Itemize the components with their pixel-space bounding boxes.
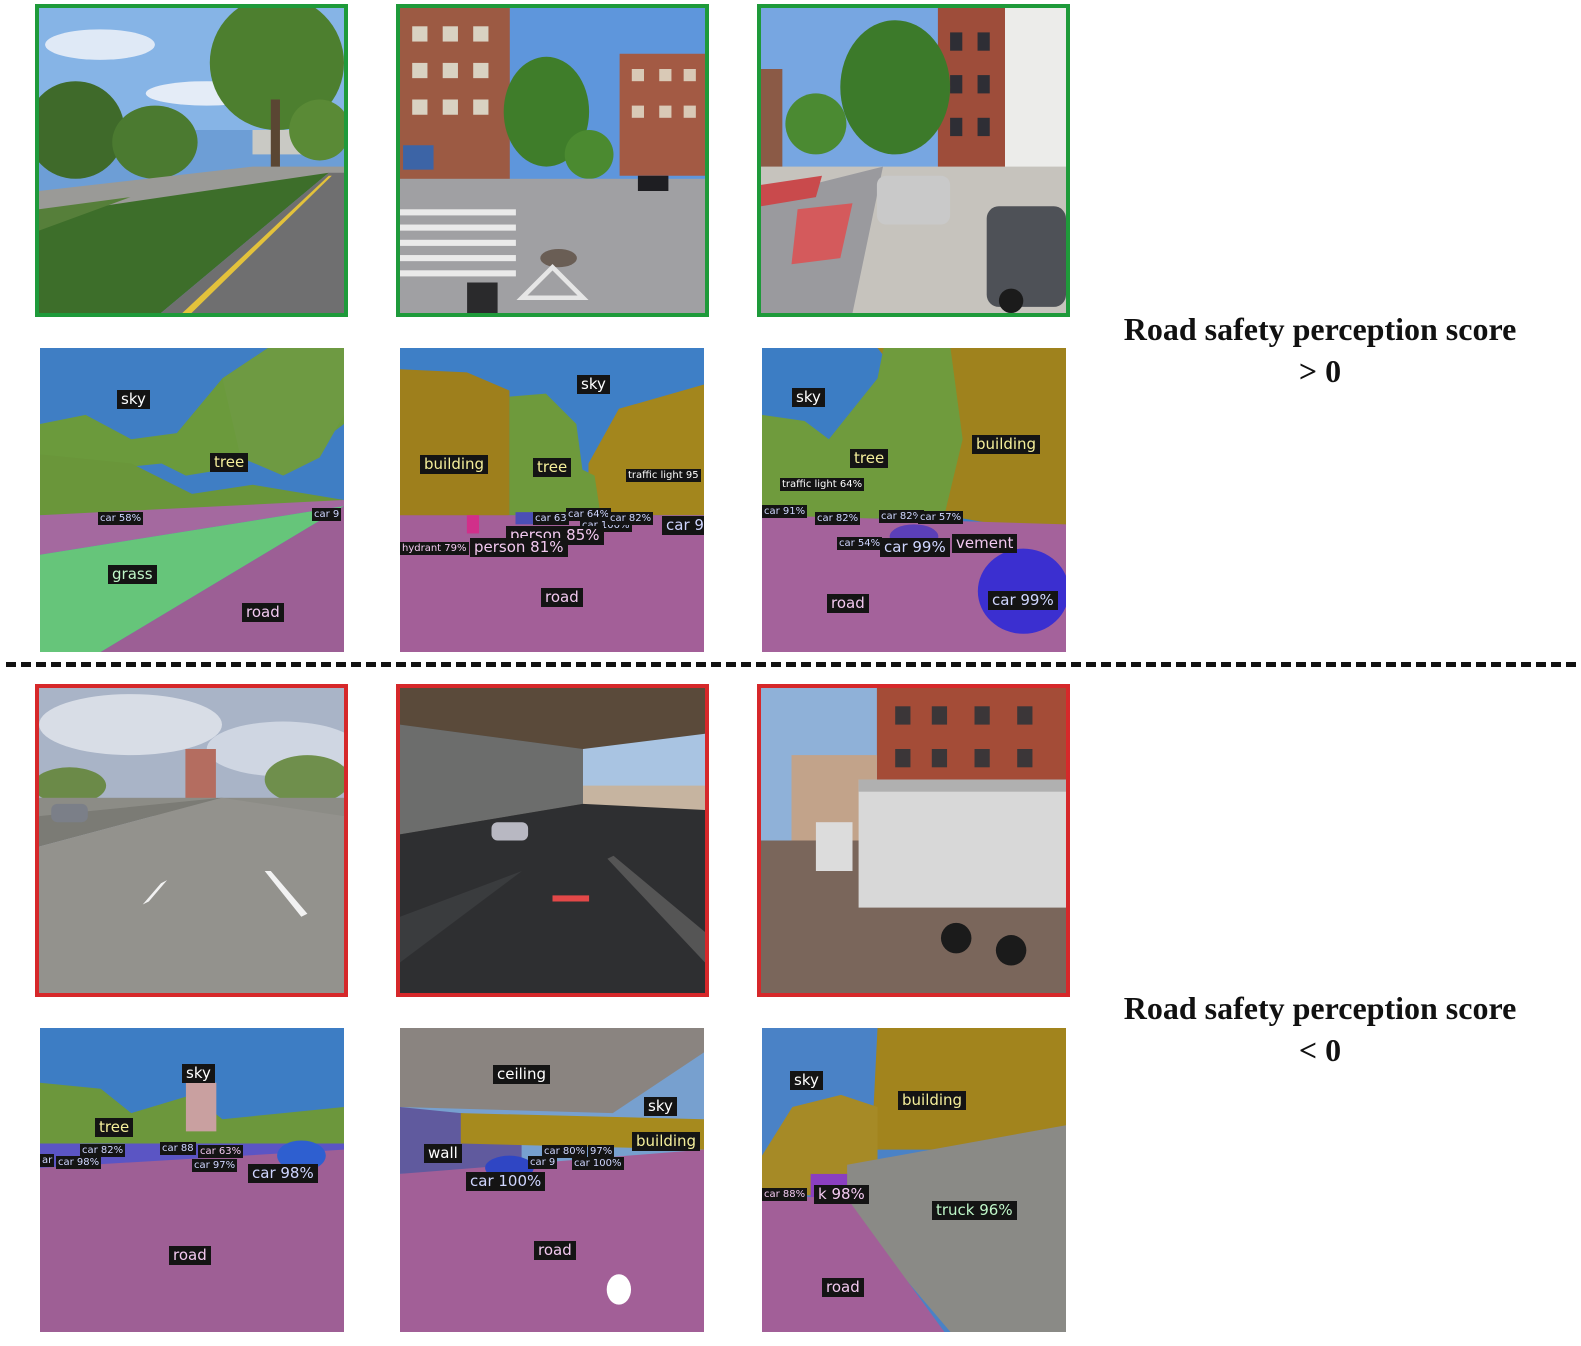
label-car: car 54% <box>837 537 883 550</box>
label-car: car 64% <box>566 508 612 521</box>
label-truck: truck 96% <box>932 1201 1017 1220</box>
label-building: building <box>632 1132 701 1151</box>
score-title: Road safety perception score <box>1123 990 1517 1026</box>
label-traffic-light: traffic light 64% <box>780 478 865 491</box>
label-fire-hydrant: hydrant 79% <box>400 542 469 555</box>
segmentation-negative-3: sky building car 88% k 98% truck 96% roa… <box>762 1028 1066 1332</box>
label-road: road <box>822 1278 864 1297</box>
label-car: car 82% <box>608 512 654 525</box>
label-car: car 100% <box>466 1172 546 1191</box>
label-grass: grass <box>108 565 157 584</box>
label-building: building <box>898 1091 967 1110</box>
label-wall: wall <box>424 1144 462 1163</box>
photo-negative-3 <box>757 684 1070 997</box>
label-traffic-light: traffic light 95 <box>626 469 701 482</box>
label-car: car 97% <box>192 1159 238 1172</box>
label-road: road <box>541 588 583 607</box>
label-sky: sky <box>182 1064 215 1083</box>
label-car: ar <box>40 1154 55 1167</box>
label-car: car 9 <box>312 508 342 521</box>
label-road: road <box>827 594 869 613</box>
label-sky: sky <box>644 1097 677 1116</box>
label-ceiling: ceiling <box>493 1065 551 1084</box>
label-car: car 100% <box>572 1157 624 1170</box>
label-car: car 96 <box>662 516 704 535</box>
photo-positive-1 <box>35 4 348 317</box>
label-car: car 63% <box>198 1145 244 1158</box>
score-title: Road safety perception score <box>1123 311 1517 347</box>
segmentation-negative-1: sky tree ar car 82% car 98% car 88 car 6… <box>40 1028 344 1332</box>
label-road: road <box>242 603 284 622</box>
label-car: 97% <box>588 1145 615 1158</box>
label-car: car 63 <box>533 512 569 525</box>
label-car: car 80% <box>542 1145 588 1158</box>
label-tree: tree <box>210 453 249 472</box>
label-car: car 99% <box>988 591 1058 610</box>
score-condition: < 0 <box>1298 1032 1342 1068</box>
score-label-positive: Road safety perception score > 0 <box>1080 308 1560 392</box>
label-person: person 81% <box>470 538 568 557</box>
label-car: car 88% <box>762 1188 808 1201</box>
label-road: road <box>169 1246 211 1265</box>
photo-negative-1 <box>35 684 348 997</box>
label-car: car 98% <box>248 1164 318 1183</box>
label-car: car 99% <box>880 538 950 557</box>
label-car: car 57% <box>918 511 964 524</box>
label-car: car 58% <box>98 512 144 525</box>
label-sky: sky <box>577 375 610 394</box>
segmentation-positive-2: sky building tree traffic light 95 car 6… <box>400 348 704 652</box>
label-tree: tree <box>850 449 889 468</box>
photo-negative-2 <box>396 684 709 997</box>
section-divider <box>6 662 1576 667</box>
label-truck: k 98% <box>814 1185 869 1204</box>
score-condition: > 0 <box>1298 353 1342 389</box>
label-building: building <box>420 455 489 474</box>
label-car: car 98% <box>56 1156 102 1169</box>
label-road: road <box>534 1241 576 1260</box>
segmentation-negative-2: ceiling sky wall building car 80% 97% ca… <box>400 1028 704 1332</box>
label-car: car 82% <box>879 510 925 523</box>
segmentation-positive-3: sky building tree traffic light 64% car … <box>762 348 1066 652</box>
label-tree: tree <box>95 1118 134 1137</box>
label-car: car 9 <box>528 1156 558 1169</box>
label-car: car 88 <box>160 1142 196 1155</box>
label-sky: sky <box>790 1071 823 1090</box>
label-tree: tree <box>533 458 572 477</box>
label-car: car 82% <box>80 1144 126 1157</box>
label-building: building <box>972 435 1041 454</box>
photo-positive-2 <box>396 4 709 317</box>
label-car: car 91% <box>762 505 808 518</box>
label-sky: sky <box>117 390 150 409</box>
photo-positive-3 <box>757 4 1070 317</box>
score-label-negative: Road safety perception score < 0 <box>1080 987 1560 1071</box>
label-sky: sky <box>792 388 825 407</box>
segmentation-positive-1: sky tree car 58% car 9 grass road <box>40 348 344 652</box>
label-car: car 82% <box>815 512 861 525</box>
label-pavement: vement <box>952 534 1018 553</box>
